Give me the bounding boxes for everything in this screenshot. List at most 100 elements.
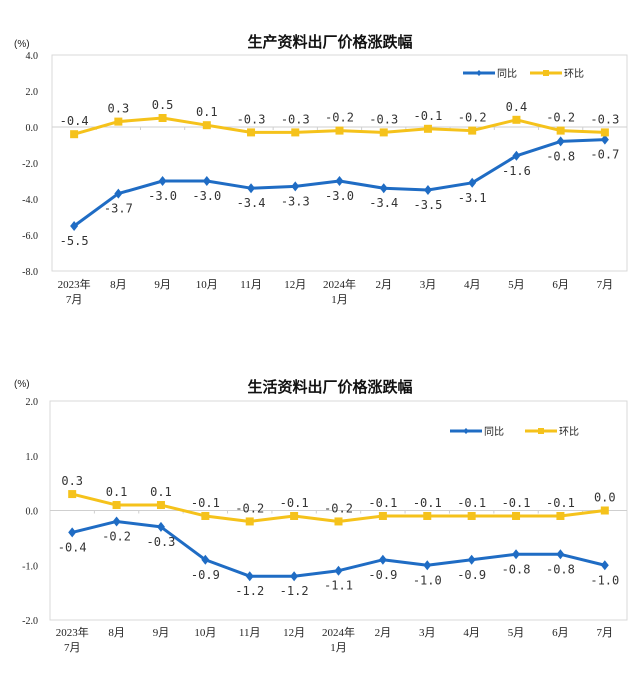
data-point — [156, 521, 165, 532]
data-label: -0.1 — [280, 496, 309, 510]
data-point — [70, 221, 79, 231]
data-point — [468, 126, 477, 135]
x-tick-label: 8月 — [110, 279, 127, 291]
x-tick-label: 7月 — [66, 294, 83, 306]
data-point — [556, 126, 565, 135]
y-tick-label: 1.0 — [26, 452, 39, 463]
data-point — [335, 126, 344, 135]
x-tick-label: 5月 — [508, 279, 525, 291]
data-label: -0.2 — [235, 501, 264, 515]
data-point — [245, 517, 254, 526]
y-tick-label: 0.0 — [26, 123, 39, 134]
data-label: -0.9 — [368, 568, 397, 582]
data-label: 0.5 — [152, 98, 174, 112]
data-point — [467, 511, 476, 520]
x-tick-label: 5月 — [508, 627, 525, 639]
data-point — [156, 501, 165, 510]
data-point — [70, 130, 79, 139]
chart-2: 生活资料出厂价格涨跌幅 (%) 2.0 1.0 0.0 -1.0 -2.0 2023年 7月 8月… — [14, 378, 628, 654]
data-point — [334, 565, 343, 576]
data-point — [379, 183, 388, 194]
data-point — [68, 490, 77, 499]
x-tick-label: 11月 — [239, 627, 261, 639]
x-tick-label: 2024年 — [323, 277, 356, 291]
data-label: -0.3 — [281, 112, 310, 126]
data-label: -3.3 — [281, 194, 310, 208]
data-label: -0.1 — [368, 496, 397, 510]
data-point — [556, 511, 565, 520]
x-tick-label: 8月 — [108, 627, 125, 639]
data-point — [201, 511, 210, 520]
x-tick-label: 7月 — [597, 279, 614, 291]
data-label: -1.0 — [413, 573, 442, 587]
data-point — [334, 517, 343, 526]
data-point — [291, 181, 300, 192]
data-label: -0.2 — [458, 111, 487, 125]
data-label: -0.9 — [191, 568, 220, 582]
data-point — [290, 511, 299, 520]
y-tick-label: -6.0 — [22, 231, 38, 242]
legend-label: 环比 — [564, 68, 584, 80]
data-point — [114, 117, 123, 126]
y-tick-label: -8.0 — [22, 267, 38, 278]
data-point — [512, 511, 521, 520]
legend-marker — [463, 428, 469, 434]
x-tick-label: 12月 — [284, 279, 306, 291]
x-tick-label: 3月 — [419, 627, 436, 639]
data-label: -0.1 — [413, 496, 442, 510]
data-label: -0.2 — [102, 529, 131, 543]
data-point — [247, 128, 256, 137]
data-point — [467, 554, 476, 565]
data-point — [423, 511, 432, 520]
data-label: -3.7 — [104, 202, 133, 216]
data-label: -3.4 — [369, 196, 398, 210]
data-label: -0.2 — [324, 501, 353, 515]
data-label: -0.8 — [546, 149, 575, 163]
y-tick-label: -2.0 — [22, 616, 38, 627]
y-tick-label: -4.0 — [22, 195, 38, 206]
data-label: -1.6 — [502, 164, 531, 178]
x-tick-label: 7月 — [597, 627, 614, 639]
data-point — [245, 571, 254, 582]
x-tick-label: 1月 — [330, 642, 347, 654]
data-point — [68, 527, 77, 538]
x-tick-label: 12月 — [283, 627, 305, 639]
x-tick-label: 10月 — [194, 627, 216, 639]
data-point — [202, 176, 211, 186]
y-tick-label: 0.0 — [26, 507, 39, 518]
x-tick-label: 2月 — [375, 627, 392, 639]
data-point — [290, 571, 299, 582]
y-axis-unit: (%) — [14, 379, 30, 390]
legend-label: 同比 — [497, 68, 517, 80]
data-point — [556, 549, 565, 560]
data-label: 0.1 — [150, 485, 172, 499]
y-tick-label: 4.0 — [26, 51, 39, 62]
data-label: -0.3 — [369, 112, 398, 126]
data-label: -3.0 — [325, 189, 354, 203]
legend-marker — [543, 70, 549, 76]
data-point — [423, 560, 432, 571]
plot-area — [51, 54, 628, 272]
data-point — [468, 177, 477, 188]
x-tick-label: 4月 — [464, 279, 481, 291]
data-label: -3.0 — [148, 189, 177, 203]
data-point — [112, 516, 121, 527]
data-point — [512, 150, 521, 161]
data-point — [379, 128, 388, 137]
data-label: -0.9 — [457, 568, 486, 582]
x-tick-label: 7月 — [64, 642, 81, 654]
data-point — [423, 185, 432, 195]
data-point — [600, 134, 609, 145]
data-point — [512, 115, 521, 124]
x-tick-label: 1月 — [331, 294, 348, 306]
data-label: -5.5 — [60, 234, 89, 248]
data-point — [600, 560, 609, 571]
chart-title: 生活资料出厂价格涨跌幅 — [247, 378, 412, 396]
data-point — [202, 121, 211, 130]
data-label: -1.0 — [590, 573, 619, 587]
data-label: 0.4 — [506, 100, 528, 114]
legend-label: 环比 — [559, 426, 579, 438]
data-label: -0.3 — [590, 112, 619, 126]
data-label: -0.4 — [60, 114, 89, 128]
